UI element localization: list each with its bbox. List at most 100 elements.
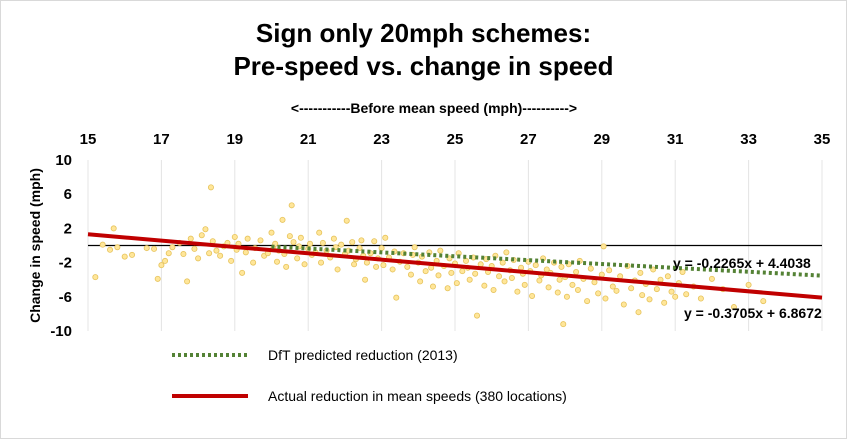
data-point <box>239 269 246 276</box>
data-point <box>609 283 616 290</box>
data-point <box>169 244 176 251</box>
data-point <box>231 233 238 240</box>
x-tick-label: 33 <box>740 131 757 148</box>
data-point <box>301 261 308 268</box>
data-point <box>501 278 508 285</box>
data-point <box>453 280 460 287</box>
x-tick-label: 35 <box>814 131 831 148</box>
legend-label-actual: Actual reduction in mean speeds (380 loc… <box>268 388 567 404</box>
data-point <box>382 234 389 241</box>
data-point <box>187 235 194 242</box>
data-point <box>121 253 128 260</box>
data-point <box>274 258 281 265</box>
data-point <box>151 245 158 252</box>
x-tick-label: 25 <box>447 131 464 148</box>
data-point <box>371 238 378 245</box>
data-point <box>472 270 479 277</box>
data-point <box>584 298 591 305</box>
chart-title-line-1: Sign only 20mph schemes: <box>255 18 592 48</box>
legend-label-dft: DfT predicted reduction (2013) <box>268 347 458 363</box>
y-tick-label: -2 <box>59 255 72 272</box>
data-point <box>697 295 704 302</box>
data-point <box>297 234 304 241</box>
data-point <box>668 288 675 295</box>
data-point <box>435 272 442 279</box>
y-tick-label: -10 <box>50 323 72 340</box>
data-point <box>363 259 370 266</box>
data-point <box>389 266 396 273</box>
data-point <box>554 289 561 296</box>
dft-trendline <box>271 244 823 278</box>
data-point <box>529 292 536 299</box>
data-point <box>573 269 580 276</box>
actual-equation-label: y = -0.3705x + 6.8672 <box>684 305 822 321</box>
data-point <box>463 257 470 264</box>
data-point <box>404 263 411 270</box>
x-tick-label: 21 <box>300 131 317 148</box>
data-point <box>228 257 235 264</box>
data-point <box>429 283 436 290</box>
data-point <box>279 216 286 223</box>
data-point <box>373 263 380 270</box>
y-tick-label: -6 <box>59 289 72 306</box>
data-point <box>318 259 325 266</box>
y-tick-label: 10 <box>55 152 72 169</box>
data-point <box>499 259 506 266</box>
data-point <box>639 292 646 299</box>
data-point <box>217 252 224 259</box>
data-point <box>657 276 664 283</box>
data-point <box>334 266 341 273</box>
data-point <box>563 293 570 300</box>
data-point <box>202 226 209 233</box>
x-axis-label: <-----------Before mean speed (mph)-----… <box>291 100 577 116</box>
data-point <box>672 293 679 300</box>
data-point <box>745 281 752 288</box>
data-point <box>99 241 106 248</box>
data-point <box>198 232 205 239</box>
data-point <box>560 321 567 328</box>
data-point <box>514 288 521 295</box>
data-point <box>107 246 114 253</box>
data-point <box>207 184 214 191</box>
data-point <box>162 257 169 264</box>
data-point <box>319 239 326 246</box>
data-point <box>521 281 528 288</box>
x-tick-label: 31 <box>667 131 684 148</box>
data-point <box>587 265 594 272</box>
data-point <box>307 240 314 247</box>
data-point <box>591 279 598 286</box>
x-tick-label: 17 <box>153 131 170 148</box>
x-tick-label: 27 <box>520 131 537 148</box>
data-point <box>490 286 497 293</box>
data-point <box>316 229 323 236</box>
data-point <box>635 309 642 316</box>
chart-title-line-2: Pre-speed vs. change in speed <box>233 51 614 81</box>
data-point <box>503 249 510 256</box>
x-tick-label: 19 <box>226 131 243 148</box>
data-point <box>448 269 455 276</box>
data-point <box>411 244 418 251</box>
data-point <box>191 245 198 252</box>
data-point <box>628 285 635 292</box>
data-point <box>481 282 488 289</box>
data-point <box>380 262 387 269</box>
data-point <box>466 276 473 283</box>
data-point <box>508 274 515 281</box>
data-point <box>679 269 686 276</box>
y-tick-label: 6 <box>64 186 72 203</box>
data-point <box>362 276 369 283</box>
dft-equation-label: y = -0.2265x + 4.4038 <box>673 255 811 271</box>
y-axis-label: Change in speed (mph) <box>27 168 43 323</box>
data-point <box>338 241 345 248</box>
data-point <box>653 286 660 293</box>
data-point <box>532 262 539 269</box>
data-point <box>459 268 466 275</box>
data-point <box>600 243 607 250</box>
data-point <box>422 268 429 275</box>
x-tick-label: 15 <box>80 131 97 148</box>
data-point <box>558 263 565 270</box>
data-point <box>664 273 671 280</box>
x-tick-label: 23 <box>373 131 390 148</box>
data-point <box>637 269 644 276</box>
